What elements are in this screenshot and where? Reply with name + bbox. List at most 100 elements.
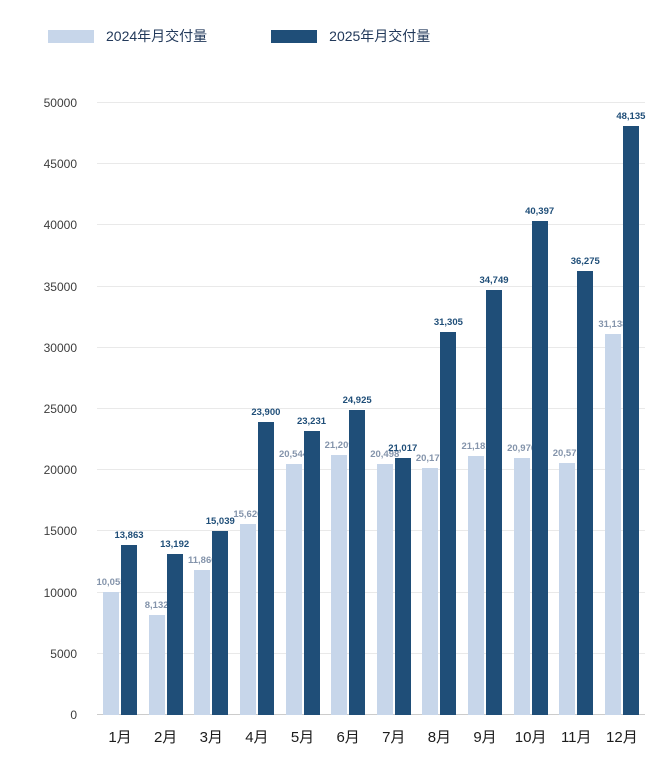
bar-value-label-2024-3月: 11,866: [187, 554, 217, 566]
bar-group-7月: 20,498 21,017: [370, 103, 417, 715]
bar-2025-12月: [622, 125, 639, 715]
bar-groups: 10,055 13,863 8,132 13,192 11,866 15,039 15,62…: [96, 103, 645, 715]
bar-group-9月: 21,181 34,749: [461, 103, 509, 715]
bar-group-4月: 15,620 23,900: [233, 103, 280, 715]
bar-group-12月: 31,138 48,135: [598, 103, 645, 715]
bar-wrap-2025-2月: 13,192: [160, 103, 189, 715]
bar-wrap-2024-2月: 8,132: [145, 103, 169, 715]
gridline-30000: [97, 346, 645, 348]
bar-2024-7月: [376, 464, 393, 715]
bar-2025-8月: [440, 331, 457, 715]
bar-2024-5月: [285, 463, 302, 715]
legend-label-2025: 2025年月交付量: [329, 28, 431, 44]
bar-2025-11月: [577, 271, 594, 715]
bar-wrap-2025-8月: 31,305: [434, 103, 463, 715]
bar-2024-6月: [331, 455, 348, 715]
bar-group-1月: 10,055 13,863: [96, 103, 144, 715]
y-tick-label-45000: 45000: [43, 157, 77, 172]
bar-wrap-2024-12月: 31,138: [598, 103, 627, 715]
y-tick-label-40000: 40000: [43, 218, 77, 233]
bar-2025-10月: [531, 220, 548, 715]
x-tick-label-3月: 3月: [199, 729, 223, 746]
y-tick-label-0: 0: [70, 708, 77, 722]
bar-wrap-2025-12月: 48,135: [616, 103, 645, 715]
bar-wrap-2024-8月: 20,176: [416, 103, 445, 715]
bar-value-label-2025-1月: 13,863: [114, 530, 144, 542]
x-tick-label-7月: 7月: [382, 729, 406, 746]
bar-value-label-2024-6月: 21,209: [324, 440, 354, 452]
bar-wrap-2025-3月: 15,039: [206, 103, 235, 715]
x-tick-label-9月: 9月: [473, 729, 497, 746]
bar-wrap-2025-7月: 21,017: [388, 103, 417, 715]
x-axis: 1月 2月 3月 4月 5月 6月 7月 8月 9月 10月 11月 12月: [97, 726, 645, 747]
y-tick-label-30000: 30000: [43, 340, 77, 355]
bar-wrap-2024-6月: 21,209: [325, 103, 354, 715]
bar-2024-11月: [559, 463, 576, 715]
x-tick-label-5月: 5月: [290, 729, 315, 746]
bar-2024-4月: [239, 523, 256, 715]
bar-2025-1月: [121, 545, 137, 715]
gridline-45000: [97, 163, 645, 165]
bar-value-label-2025-5月: 23,231: [296, 415, 327, 427]
legend-swatch-2025: [271, 29, 318, 43]
legend-label-2024: 2024年月交付量: [106, 28, 208, 44]
bar-2024-3月: [194, 569, 211, 715]
bar-wrap-2025-5月: 23,231: [297, 103, 326, 715]
gridline-50000: [97, 102, 645, 103]
x-tick-label-12月: 12月: [606, 729, 638, 746]
bar-2025-3月: [212, 530, 229, 715]
bar-value-label-2025-10月: 40,397: [525, 205, 555, 217]
bar-value-label-2024-2月: 8,132: [144, 600, 169, 612]
bar-value-label-2025-7月: 21,017: [388, 442, 418, 454]
bar-wrap-2025-10月: 40,397: [525, 103, 554, 715]
bar-wrap-2024-9月: 21,181: [461, 103, 491, 715]
bar-value-label-2025-8月: 31,305: [433, 316, 463, 328]
bar-value-label-2025-3月: 15,039: [205, 515, 235, 527]
y-tick-label-50000: 50000: [43, 96, 77, 110]
gridline-0: [97, 714, 645, 715]
legend-item-2024: 2024年月交付量: [48, 26, 207, 46]
bar-wrap-2024-3月: 11,866: [188, 103, 217, 715]
bar-value-label-2024-4月: 15,620: [233, 508, 263, 520]
bar-wrap-2024-1月: 10,055: [96, 103, 126, 715]
bar-value-label-2024-11月: 20,575: [552, 448, 582, 460]
bar-value-label-2024-1月: 10,055: [96, 576, 126, 588]
bar-wrap-2024-5月: 20,544: [279, 103, 308, 715]
plot-area: 10,055 13,863 8,132 13,192 11,866 15,039 15,62…: [96, 102, 645, 715]
x-tick-label-2月: 2月: [153, 729, 178, 746]
bar-2024-12月: [604, 333, 621, 715]
gridline-5000: [97, 652, 645, 654]
bar-2024-2月: [148, 615, 165, 715]
legend: 2024年月交付量 2025年月交付量: [48, 26, 430, 46]
bar-wrap-2024-11月: 20,575: [553, 103, 582, 715]
x-tick-label-1月: 1月: [108, 729, 132, 746]
x-tick-label-10月: 10月: [514, 729, 547, 746]
y-tick-label-5000: 5000: [50, 646, 77, 661]
x-tick-label-6月: 6月: [336, 729, 360, 746]
legend-item-2025: 2025年月交付量: [271, 26, 430, 46]
bar-group-3月: 11,866 15,039: [188, 103, 235, 715]
y-tick-label-20000: 20000: [43, 463, 77, 478]
y-tick-label-25000: 25000: [43, 402, 77, 416]
bar-group-8月: 20,176 31,305: [416, 103, 463, 715]
bar-value-label-2024-7月: 20,498: [370, 449, 400, 461]
bar-2024-1月: [103, 591, 119, 715]
bar-value-label-2024-12月: 31,138: [598, 318, 628, 330]
legend-swatch-2024: [48, 29, 94, 43]
bar-group-2月: 8,132 13,192: [145, 103, 189, 715]
bar-2025-9月: [486, 289, 502, 715]
bar-2025-2月: [166, 553, 183, 715]
x-tick-label-8月: 8月: [427, 729, 452, 746]
bar-value-label-2025-11月: 36,275: [570, 256, 600, 267]
bar-2025-5月: [303, 430, 320, 715]
bar-value-label-2025-12月: 48,135: [616, 110, 646, 122]
gridline-20000: [97, 469, 645, 471]
bar-value-label-2025-6月: 24,925: [342, 394, 372, 406]
x-tick-label-11月: 11月: [560, 729, 592, 746]
bar-wrap-2024-7月: 20,498: [370, 103, 399, 715]
bar-2024-8月: [422, 468, 439, 715]
bar-wrap-2025-9月: 34,749: [479, 103, 509, 715]
bar-group-11月: 20,575 36,275: [553, 103, 600, 715]
bar-wrap-2024-10月: 20,976: [507, 103, 536, 715]
